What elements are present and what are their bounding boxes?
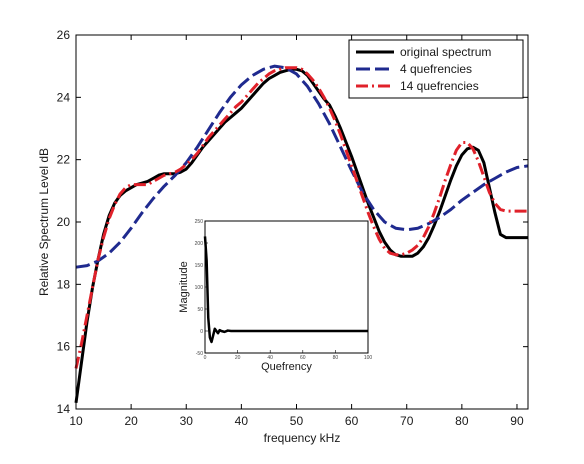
series-line-1	[74, 67, 528, 403]
inset-x-tick-label: 0	[204, 355, 207, 361]
inset-y-tick-label: 0	[200, 329, 203, 335]
inset-y-tick-label: 250	[195, 219, 204, 225]
x-tick-label: 90	[510, 414, 524, 428]
legend: original spectrum 4 quefrencies 14 quefren…	[348, 39, 524, 99]
y-tick-label: 22	[57, 153, 71, 167]
x-tick-label: 10	[69, 414, 83, 428]
y-tick-label: 18	[57, 277, 71, 291]
series-line-3	[74, 66, 528, 369]
y-tick-label: 24	[57, 90, 71, 104]
inset-series-line	[203, 236, 368, 344]
legend-entry-3: 14 quefrencies	[400, 79, 479, 93]
x-tick-label: 40	[235, 414, 249, 428]
inset-y-tick-label: 100	[195, 285, 204, 291]
inset-x-tick-label: 40	[267, 355, 273, 361]
legend-entry-2: 4 quefrencies	[400, 62, 472, 76]
x-tick-label: 30	[180, 414, 194, 428]
y-tick-label: 16	[57, 340, 71, 354]
inset-plot: 0 20 40 60 80 100-50050100150200250QuefrencyM…	[178, 219, 372, 373]
legend-entry-1: original spectrum	[400, 45, 491, 59]
inset-y-axis-label: Magnitude	[178, 261, 190, 312]
inset-frame	[204, 220, 369, 354]
inset-x-axis-label: Quefrency	[261, 361, 312, 373]
inset-x-tick-label: 100	[364, 355, 373, 361]
inset-y-tick-label: 50	[197, 307, 203, 313]
x-tick-label: 50	[290, 414, 304, 428]
y-tick-label: 26	[57, 28, 71, 42]
x-axis-label: frequency kHz	[264, 431, 341, 445]
y-tick-label: 14	[57, 402, 71, 416]
inset-y-tick-label: -50	[196, 351, 203, 357]
inset-x-tick-label: 80	[333, 355, 339, 361]
inset-y-tick-label: 150	[195, 263, 204, 269]
y-tick-label: 20	[57, 215, 71, 229]
main-plot: 10 20 30 40 50 60 70 80 90 14 16 18 20 22 24 26 frequenc…	[37, 28, 529, 445]
inset-x-tick-label: 20	[235, 355, 241, 361]
x-tick-label: 20	[124, 414, 138, 428]
x-tick-label: 70	[400, 414, 414, 428]
x-tick-label: 60	[345, 414, 359, 428]
inset-x-tick-label: 60	[300, 355, 306, 361]
inset-y-tick-label: 200	[195, 241, 204, 247]
series-line-2	[75, 64, 529, 269]
x-tick-label: 80	[455, 414, 469, 428]
y-axis-label: Relative Spectrum Level dB	[37, 148, 51, 296]
